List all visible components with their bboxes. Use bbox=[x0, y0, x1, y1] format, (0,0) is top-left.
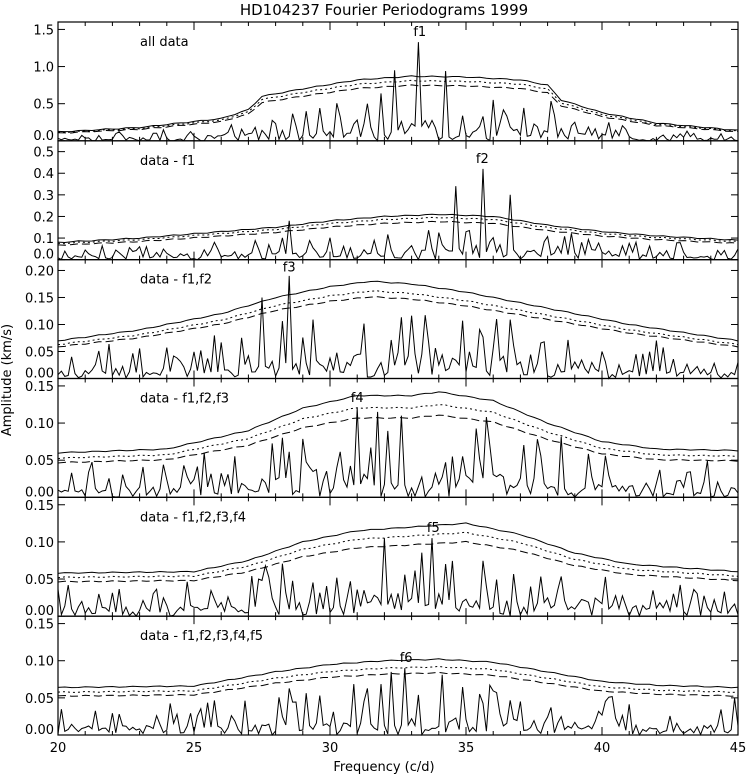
x-tick-label: 30 bbox=[322, 741, 339, 756]
y-tick-label: 0.15 bbox=[25, 380, 54, 395]
envelope-solid-line bbox=[57, 213, 739, 244]
envelope-solid-line bbox=[57, 280, 739, 342]
panel-label: data - f1,f2,f3,f4 bbox=[140, 510, 246, 525]
y-tick-label: 0.1 bbox=[33, 232, 54, 247]
peak-label: f3 bbox=[283, 261, 296, 276]
envelope-solid-line bbox=[57, 658, 739, 689]
envelope-dashed-line bbox=[57, 220, 739, 246]
envelope-dotted-line bbox=[57, 290, 739, 346]
y-tick-label: 0.10 bbox=[25, 536, 54, 551]
peak-label: f5 bbox=[427, 521, 440, 536]
periodogram-line bbox=[57, 275, 739, 380]
periodogram-line bbox=[57, 408, 739, 499]
y-tick-label: 0.00 bbox=[25, 485, 54, 500]
y-tick-label: 0.2 bbox=[33, 210, 54, 225]
envelope-dotted-line bbox=[57, 531, 739, 579]
y-tick-label: 0.0 bbox=[33, 129, 54, 144]
periodogram-line bbox=[57, 538, 739, 618]
y-tick-label: 0.15 bbox=[25, 499, 54, 514]
panel-label: data - f1,f2,f3,f4,f5 bbox=[140, 629, 263, 644]
envelope-dashed-line bbox=[57, 296, 739, 348]
y-tick-label: 0.05 bbox=[25, 573, 54, 588]
y-tick-label: 1.5 bbox=[33, 23, 54, 38]
y-tick-label: 0.00 bbox=[25, 604, 54, 619]
x-axis-label: Frequency (c/d) bbox=[333, 760, 434, 775]
peak-label: f4 bbox=[351, 391, 364, 406]
envelope-dashed-line bbox=[57, 540, 739, 583]
envelope-dotted-line bbox=[57, 665, 739, 694]
y-tick-label: 0.3 bbox=[33, 189, 54, 204]
y-tick-label: 0.5 bbox=[33, 146, 54, 161]
y-tick-label: 0.10 bbox=[25, 417, 54, 432]
panel-label: data - f1 bbox=[140, 154, 195, 169]
envelope-dashed-line bbox=[57, 671, 739, 697]
y-tick-label: 0.4 bbox=[33, 167, 54, 182]
peak-label: f1 bbox=[413, 25, 426, 40]
panel-label: all data bbox=[140, 35, 189, 50]
envelope-dashed-line bbox=[57, 414, 739, 464]
envelope-solid-line bbox=[57, 522, 739, 574]
chart-title: HD104237 Fourier Periodograms 1999 bbox=[240, 1, 528, 19]
x-tick-label: 35 bbox=[458, 741, 475, 756]
y-tick-label: 0.05 bbox=[25, 692, 54, 707]
x-tick-label: 40 bbox=[594, 741, 611, 756]
y-tick-label: 0.15 bbox=[25, 618, 54, 633]
peak-label: f6 bbox=[400, 651, 413, 666]
y-tick-label: 1.0 bbox=[33, 61, 54, 76]
panel-label: data - f1,f2 bbox=[140, 273, 212, 288]
peak-label: f2 bbox=[476, 152, 489, 167]
y-tick-label: 0.00 bbox=[25, 723, 54, 738]
y-tick-label: 0.0 bbox=[33, 248, 54, 263]
y-tick-label: 0.05 bbox=[25, 454, 54, 469]
y-tick-label: 0.10 bbox=[25, 318, 54, 333]
y-tick-label: 0.10 bbox=[25, 655, 54, 670]
envelope-solid-line bbox=[57, 75, 739, 133]
y-tick-label: 0.05 bbox=[25, 345, 54, 360]
y-tick-label: 0.15 bbox=[25, 291, 54, 306]
envelope-solid-line bbox=[57, 391, 739, 454]
y-tick-label: 0.00 bbox=[25, 367, 54, 382]
y-axis-label: Amplitude (km/s) bbox=[0, 324, 15, 436]
x-tick-label: 25 bbox=[186, 741, 203, 756]
envelope-dotted-line bbox=[57, 216, 739, 245]
panel-label: data - f1,f2,f3 bbox=[140, 392, 229, 407]
x-tick-label: 45 bbox=[730, 741, 747, 756]
x-tick-label: 20 bbox=[50, 741, 67, 756]
envelope-dashed-line bbox=[57, 84, 738, 134]
y-tick-label: 0.20 bbox=[25, 264, 54, 279]
periodogram-line bbox=[57, 668, 739, 737]
periodogram-line bbox=[57, 168, 739, 261]
envelope-dotted-line bbox=[57, 404, 739, 460]
y-tick-label: 0.5 bbox=[33, 98, 54, 113]
